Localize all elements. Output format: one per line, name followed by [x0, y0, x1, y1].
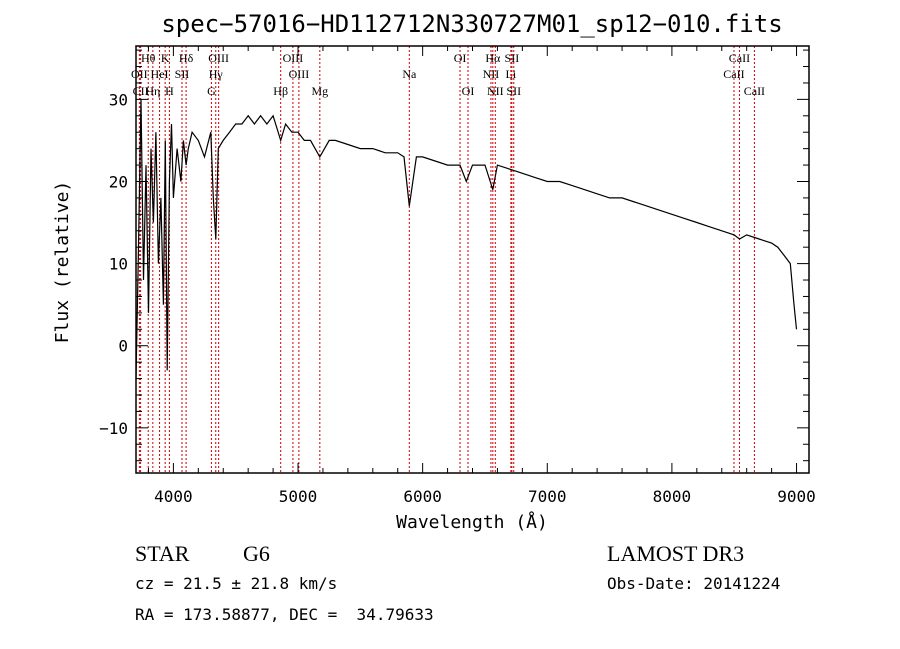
spectral-line-label: SII — [175, 67, 190, 81]
redshift-velocity: cz = 21.5 ± 21.8 km/s — [135, 574, 337, 593]
x-tick-label: 8000 — [653, 487, 692, 506]
object-class: STAR — [135, 541, 190, 566]
spectral-line-label: Hβ — [273, 84, 288, 98]
x-tick-label: 9000 — [777, 487, 816, 506]
y-tick-label: 10 — [109, 255, 128, 274]
spectral-line-label: NII — [483, 67, 500, 81]
spectral-line-label: OIII — [283, 51, 304, 65]
spectral-line-label: HeI — [151, 67, 169, 81]
chart-title: spec−57016−HD112712N330727M01_sp12−010.f… — [161, 10, 782, 38]
spectral-line-label: H — [165, 84, 174, 98]
observation-date: Obs-Date: 20141224 — [607, 574, 780, 593]
spectral-line-label: Hη — [145, 84, 160, 98]
spectral-line-label: CaII — [744, 84, 765, 98]
spectral-line-label: NII — [487, 84, 504, 98]
spectral-line-label: OIII — [208, 51, 229, 65]
line-markers — [138, 46, 755, 473]
y-tick-label: 20 — [109, 172, 128, 191]
x-axis-ticks: 4000 5000 6000 7000 8000 9000 — [147, 46, 816, 506]
spectral-line-label: OI — [462, 84, 475, 98]
spectral-line-label: Hθ — [141, 51, 156, 65]
x-tick-label: 7000 — [528, 487, 567, 506]
x-tick-label: 5000 — [279, 487, 318, 506]
x-tick-label: 4000 — [154, 487, 193, 506]
y-tick-label: 0 — [118, 337, 128, 356]
spectral-line-label: G — [207, 84, 216, 98]
spectral-line-label: CaII — [723, 67, 744, 81]
spectral-line-label: Hγ — [209, 67, 224, 81]
spectral-line-label: CaII — [729, 51, 750, 65]
spectral-line-label: SII — [505, 51, 520, 65]
object-subclass: G6 — [243, 541, 270, 566]
plot-frame — [135, 45, 810, 474]
y-tick-label: −10 — [99, 419, 128, 438]
spectral-line-label: Li — [506, 67, 517, 81]
spectral-line-label: Mg — [311, 84, 328, 98]
x-axis-label: Wavelength (Å) — [396, 511, 548, 533]
spectral-line-label: K — [161, 51, 170, 65]
spectral-line-label: OIII — [289, 67, 310, 81]
spectral-line-label: Hα — [485, 51, 501, 65]
y-tick-label: 30 — [109, 90, 128, 109]
survey-name: LAMOST DR3 — [607, 541, 744, 566]
spectral-line-label: Hδ — [179, 51, 194, 65]
y-axis-label: Flux (relative) — [52, 181, 73, 344]
x-tick-label: 6000 — [403, 487, 442, 506]
spectrum-line — [135, 99, 798, 379]
spectral-line-label: OI — [454, 51, 467, 65]
spectral-line-label: Na — [402, 67, 417, 81]
spectral-line-label: OII — [131, 67, 148, 81]
y-axis-ticks: −10 0 10 20 30 — [99, 49, 809, 462]
coordinates: RA = 173.58877, DEC = 34.79633 — [135, 605, 434, 624]
spectral-line-label: SII — [506, 84, 521, 98]
